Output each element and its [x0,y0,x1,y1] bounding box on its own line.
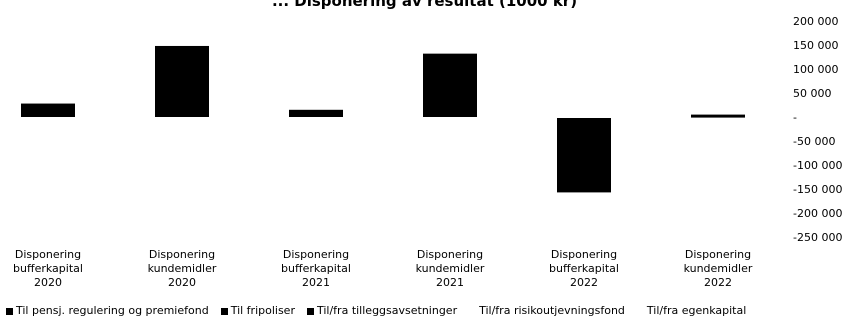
category-label-line: 2020 [34,276,62,289]
legend-swatch [469,307,477,315]
category-label-line: Disponering [148,248,216,261]
category-label: Disponering kundemidler 2021 [395,248,505,290]
legend-label: Til pensj. regulering og premiefond [16,304,209,317]
y-tick-label: -50 000 [793,135,835,148]
legend-swatch [306,307,314,315]
bar [155,45,209,117]
bar [289,109,343,117]
legend-item: Til pensj. regulering og premiefond [6,304,209,317]
category-label-line: Disponering [550,248,618,261]
category-label-line: bufferkapital [281,262,351,275]
category-label: Disponering bufferkapital 2022 [529,248,639,290]
category-label-line: bufferkapital [549,262,619,275]
bar [691,114,745,118]
y-tick-label: 200 000 [793,15,839,28]
category-label-line: 2022 [570,276,598,289]
category-label-line: Disponering [684,248,752,261]
category-label-line: kundemidler [415,262,485,275]
bar [423,53,477,117]
y-tick-label: 150 000 [793,39,839,52]
y-tick-label: -250 000 [793,231,842,244]
category-label-line: Disponering [14,248,82,261]
y-tick-label: -150 000 [793,183,842,196]
category-label: Disponering bufferkapital 2020 [0,248,103,290]
bar [21,103,75,117]
legend-swatch [6,307,13,315]
category-label-line: 2020 [168,276,196,289]
category-label-line: 2021 [302,276,330,289]
category-label-line: 2021 [436,276,464,289]
bar [557,118,611,193]
category-label-line: bufferkapital [13,262,83,275]
legend-swatch [636,307,644,315]
chart-title: ... Disponering av resultat (1000 kr) [271,0,578,10]
y-tick-label: - [793,111,797,124]
y-tick-label: -200 000 [793,207,842,220]
legend-item: Til fripoliser [220,304,295,317]
category-label: Disponering kundemidler 2020 [127,248,237,290]
legend-label: Til/fra egenkapital [646,304,747,317]
legend-label: Til fripoliser [230,304,295,317]
category-label-line: kundemidler [147,262,217,275]
legend-item: Til/fra risikoutjevningsfond [469,304,625,317]
category-label: Disponering kundemidler 2022 [663,248,773,290]
legend-label: Til/fra tilleggsavsetninger [316,304,458,317]
legend-item: Til/fra tilleggsavsetninger [306,304,458,317]
category-label-line: Disponering [416,248,484,261]
category-label-line: 2022 [704,276,732,289]
legend-swatch [220,307,228,315]
chart-legend: Til pensj. regulering og premiefond Til f… [6,304,849,317]
category-label-line: Disponering [282,248,350,261]
legend-label: Til/fra risikoutjevningsfond [479,304,625,317]
y-tick-label: -100 000 [793,159,842,172]
y-tick-label: 50 000 [793,87,832,100]
legend-item: Til/fra egenkapital [636,304,747,317]
category-label: Disponering bufferkapital 2021 [261,248,371,290]
y-tick-label: 100 000 [793,63,839,76]
category-label-line: kundemidler [683,262,753,275]
